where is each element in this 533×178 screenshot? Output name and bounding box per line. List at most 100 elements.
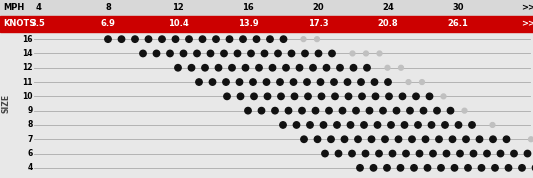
Circle shape [334, 122, 340, 128]
Circle shape [167, 50, 173, 57]
Circle shape [368, 136, 375, 142]
Circle shape [484, 150, 490, 157]
Circle shape [348, 122, 354, 128]
Circle shape [469, 122, 475, 128]
Circle shape [411, 165, 417, 171]
Circle shape [224, 93, 230, 100]
Circle shape [380, 108, 386, 114]
Circle shape [202, 65, 208, 71]
Circle shape [382, 136, 388, 142]
Circle shape [463, 136, 469, 142]
Circle shape [419, 80, 424, 84]
Circle shape [434, 108, 440, 114]
Circle shape [436, 136, 442, 142]
Circle shape [457, 150, 463, 157]
Circle shape [292, 93, 298, 100]
Text: 14: 14 [22, 49, 33, 58]
Circle shape [337, 65, 343, 71]
Circle shape [293, 122, 300, 128]
Circle shape [359, 93, 365, 100]
Circle shape [490, 136, 496, 142]
Circle shape [240, 36, 246, 42]
Circle shape [324, 65, 330, 71]
Circle shape [389, 150, 395, 157]
Circle shape [199, 36, 206, 42]
Circle shape [345, 93, 352, 100]
Circle shape [221, 50, 227, 57]
Circle shape [263, 79, 270, 85]
Text: 9: 9 [28, 106, 33, 115]
Circle shape [399, 93, 406, 100]
Circle shape [132, 36, 138, 42]
Circle shape [355, 136, 361, 142]
Circle shape [426, 93, 433, 100]
Circle shape [196, 79, 202, 85]
Circle shape [175, 65, 181, 71]
Circle shape [519, 165, 525, 171]
Circle shape [438, 165, 444, 171]
Circle shape [118, 36, 125, 42]
Text: KNOTS: KNOTS [3, 20, 35, 28]
Circle shape [503, 136, 510, 142]
Circle shape [407, 108, 413, 114]
Circle shape [357, 165, 363, 171]
Circle shape [370, 165, 377, 171]
Circle shape [478, 165, 484, 171]
Circle shape [442, 122, 448, 128]
Circle shape [322, 150, 328, 157]
Circle shape [385, 65, 390, 70]
Circle shape [465, 165, 471, 171]
Text: 16: 16 [242, 4, 254, 12]
Circle shape [256, 65, 262, 71]
Circle shape [364, 65, 370, 71]
Circle shape [314, 136, 321, 142]
Text: 11: 11 [22, 78, 33, 87]
Circle shape [172, 36, 179, 42]
Text: 17.3: 17.3 [308, 20, 328, 28]
Circle shape [154, 50, 160, 57]
Circle shape [462, 108, 467, 113]
Text: 4: 4 [28, 163, 33, 172]
Circle shape [215, 65, 222, 71]
Circle shape [105, 36, 111, 42]
Text: 24: 24 [382, 4, 394, 12]
Text: 12: 12 [22, 63, 33, 72]
Circle shape [146, 36, 152, 42]
Circle shape [140, 50, 146, 57]
Circle shape [264, 93, 271, 100]
Circle shape [304, 79, 310, 85]
Circle shape [243, 65, 249, 71]
Circle shape [350, 65, 357, 71]
Circle shape [250, 79, 256, 85]
Circle shape [401, 122, 408, 128]
Circle shape [159, 36, 165, 42]
Circle shape [344, 79, 351, 85]
Circle shape [288, 50, 295, 57]
Circle shape [326, 108, 332, 114]
Circle shape [497, 150, 504, 157]
Circle shape [451, 165, 458, 171]
Circle shape [209, 79, 216, 85]
Circle shape [310, 65, 316, 71]
Circle shape [449, 136, 456, 142]
Circle shape [186, 36, 192, 42]
Circle shape [296, 65, 303, 71]
Text: 4: 4 [35, 4, 41, 12]
Circle shape [180, 50, 187, 57]
Text: 8: 8 [28, 121, 33, 129]
Circle shape [277, 79, 283, 85]
Circle shape [529, 137, 533, 142]
Text: 20.8: 20.8 [378, 20, 398, 28]
Circle shape [316, 50, 322, 57]
Circle shape [384, 165, 390, 171]
Circle shape [305, 93, 311, 100]
Text: 6.9: 6.9 [101, 20, 116, 28]
Text: 26.1: 26.1 [448, 20, 469, 28]
Circle shape [441, 94, 446, 99]
Text: 6: 6 [28, 149, 33, 158]
Text: 12: 12 [172, 4, 184, 12]
Circle shape [406, 80, 411, 84]
Text: SIZE: SIZE [2, 94, 11, 113]
Text: 3.5: 3.5 [30, 20, 45, 28]
Circle shape [358, 79, 364, 85]
